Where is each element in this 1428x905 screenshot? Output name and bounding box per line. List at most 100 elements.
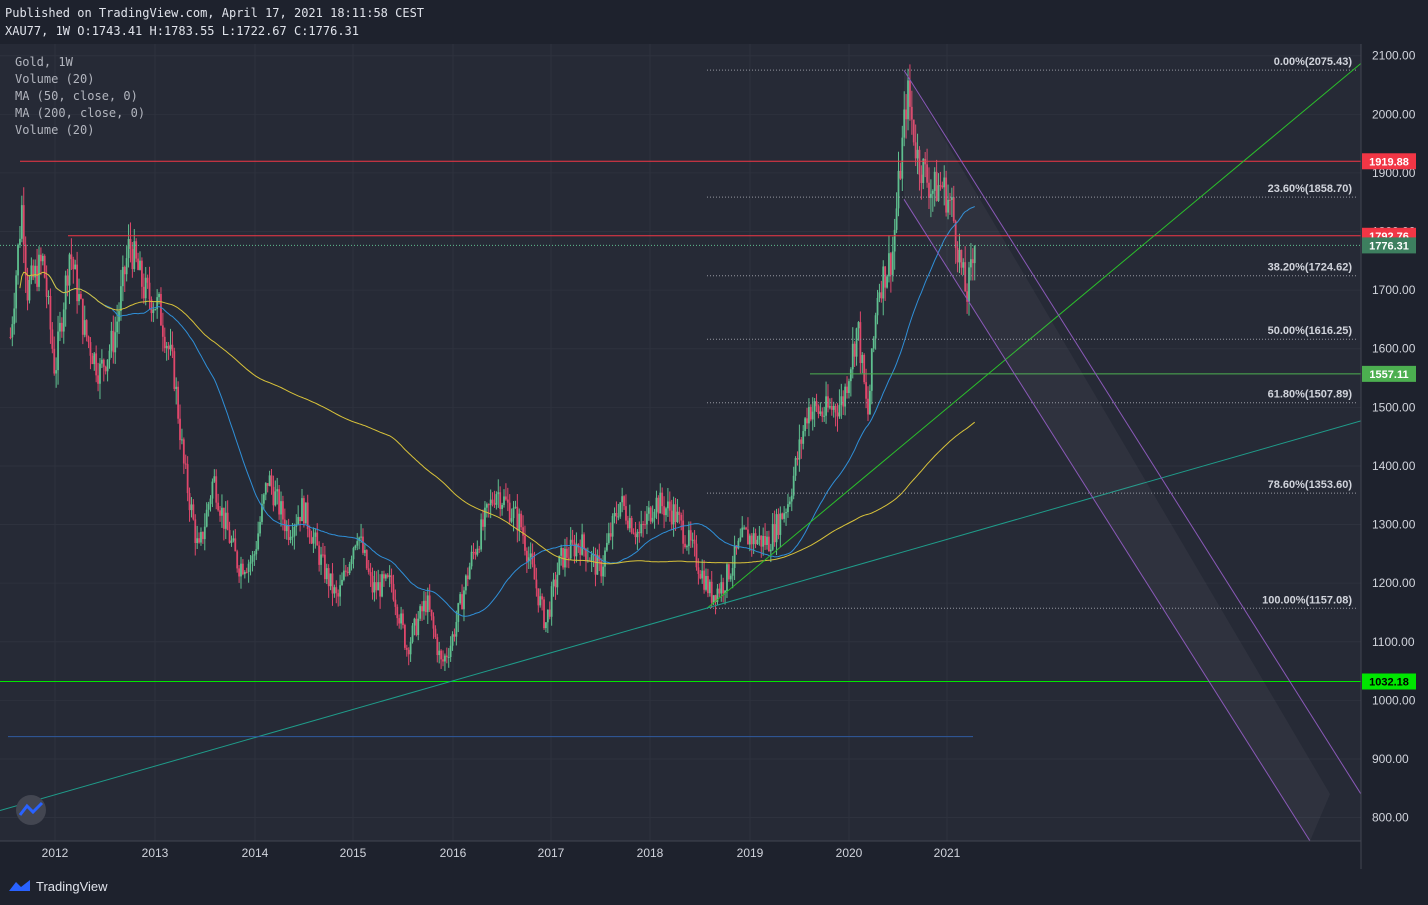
candle-body <box>440 650 443 660</box>
candle-body <box>266 483 269 486</box>
candle-body <box>142 286 145 299</box>
candle-body <box>322 554 324 556</box>
plot-area[interactable] <box>0 44 1361 841</box>
time-tick-label: 2012 <box>42 846 69 860</box>
level-badge-label: 1557.11 <box>1369 369 1408 381</box>
candle-body <box>693 539 696 544</box>
tradingview-brand[interactable]: TradingView <box>8 878 108 894</box>
candle-body <box>545 622 547 629</box>
candle-body <box>914 142 917 159</box>
candle-body <box>211 481 214 499</box>
candle-body <box>516 506 519 531</box>
candle-body <box>489 499 492 506</box>
candle-body <box>325 568 328 580</box>
candle-body <box>59 322 61 332</box>
candle-body <box>825 396 827 416</box>
candle-body <box>55 370 58 374</box>
candle-body <box>417 618 420 636</box>
candle-body <box>968 267 970 302</box>
candle-body <box>384 574 387 579</box>
candle-body <box>243 572 246 575</box>
candle-body <box>474 552 477 555</box>
candle-body <box>179 418 181 441</box>
candle-body <box>346 571 349 574</box>
candle-body <box>651 517 654 522</box>
candle-body <box>524 535 526 551</box>
candle-body <box>716 588 719 603</box>
candle-body <box>777 514 780 535</box>
candle-body <box>596 555 599 575</box>
candle-body <box>541 596 544 600</box>
candle-body <box>950 197 953 201</box>
candle-body <box>565 548 568 558</box>
footer: TradingView <box>0 869 1428 905</box>
candle-body <box>289 537 292 541</box>
price-tick-label: 1400.00 <box>1372 459 1416 473</box>
candle-body <box>240 563 242 577</box>
candle-body <box>888 253 890 277</box>
candle-body <box>945 177 948 213</box>
candle-body <box>32 265 35 278</box>
candle-body <box>186 464 189 494</box>
candle-body <box>19 238 21 245</box>
candle-body <box>285 524 288 532</box>
ma200-line <box>19 271 976 565</box>
level-badge <box>1362 365 1416 382</box>
candle-body <box>766 536 768 545</box>
candle-body <box>708 581 711 594</box>
candle-body <box>817 406 820 414</box>
candle-body <box>200 532 202 543</box>
candle-body <box>548 609 551 617</box>
candle-body <box>363 550 366 553</box>
candle-body <box>949 199 951 201</box>
candle-body <box>508 502 511 522</box>
candle-body <box>846 386 848 394</box>
candle-body <box>234 538 237 552</box>
candle-body <box>707 576 709 594</box>
candle-body <box>899 170 902 179</box>
candle-body <box>878 292 881 298</box>
candle-body <box>407 649 410 655</box>
candle-body <box>224 512 227 529</box>
candle-body <box>970 259 972 268</box>
candle-body <box>756 539 759 545</box>
candle-body <box>57 331 59 371</box>
candle-body <box>163 336 166 349</box>
candle-body <box>236 551 239 569</box>
candle-body <box>24 244 27 276</box>
candle-body <box>276 489 279 492</box>
candle-body <box>41 255 44 262</box>
candle-body <box>108 350 111 360</box>
candle-body <box>81 298 84 335</box>
candle-body <box>922 158 925 184</box>
candle-body <box>316 532 319 546</box>
candle-body <box>558 555 561 575</box>
time-tick-label: 2017 <box>538 846 565 860</box>
candle-body <box>154 309 157 311</box>
candle-body <box>802 431 805 444</box>
candle-body <box>554 579 557 588</box>
candle-body <box>413 618 416 626</box>
candle-body <box>804 418 807 432</box>
candle-body <box>760 535 763 547</box>
candle-body <box>104 366 107 372</box>
candle-body <box>478 548 481 550</box>
candle-body <box>960 249 963 268</box>
candle-body <box>607 533 610 543</box>
channel-upper-line <box>903 70 1361 795</box>
candle-body <box>931 190 934 194</box>
candle-body <box>102 359 105 367</box>
price-chart[interactable]: 0.00%(2075.43) 23.60%(1858.70) 38.20%(1724… <box>0 44 1428 869</box>
candle-body <box>956 247 959 263</box>
legend-symbol: Gold, 1W <box>15 55 73 69</box>
candle-body <box>74 264 77 270</box>
candle-body <box>937 185 940 201</box>
candle-body <box>173 351 176 389</box>
candle-body <box>687 530 690 547</box>
price-tick-label: 900.00 <box>1372 752 1409 766</box>
candle-body <box>141 260 143 287</box>
candle-body <box>373 582 376 593</box>
candle-body <box>857 322 860 329</box>
candle-body <box>49 295 52 330</box>
candle-body <box>701 570 704 579</box>
